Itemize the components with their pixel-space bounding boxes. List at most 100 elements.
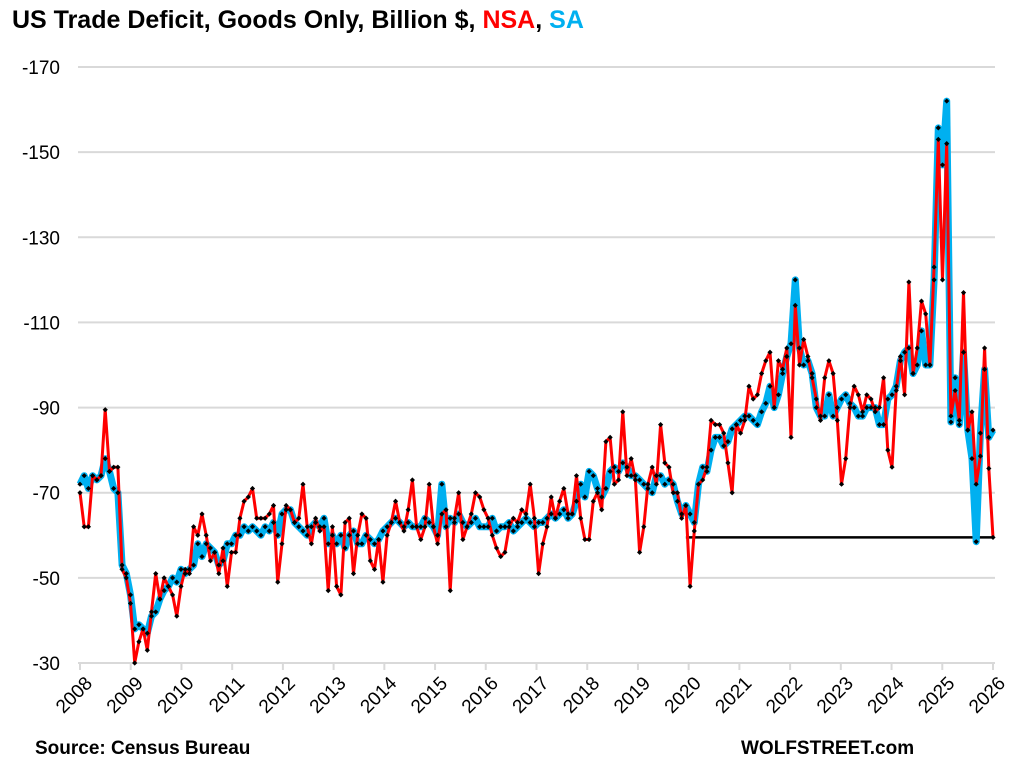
- data-point-sa: [148, 613, 155, 619]
- data-point-nsa: [270, 502, 277, 509]
- data-point-sa: [237, 532, 243, 538]
- data-point-sa: [809, 370, 815, 377]
- data-point-nsa: [291, 519, 298, 526]
- data-point-sa: [523, 515, 529, 521]
- data-point-nsa: [565, 511, 571, 517]
- data-point-sa: [472, 515, 479, 521]
- data-point-nsa: [245, 494, 251, 500]
- x-tick-label: 2022: [762, 673, 807, 718]
- data-point-sa: [687, 511, 693, 517]
- data-point-sa: [456, 511, 462, 517]
- data-point-sa: [864, 404, 870, 411]
- data-point-sa: [270, 519, 277, 526]
- data-point-nsa: [805, 353, 811, 360]
- data-point-nsa: [708, 417, 714, 423]
- data-point-sa: [384, 524, 390, 530]
- data-point-sa: [620, 460, 626, 466]
- data-point-sa: [662, 481, 668, 487]
- data-point-nsa: [388, 519, 394, 526]
- data-point-sa: [519, 519, 525, 526]
- data-point-nsa: [700, 477, 706, 483]
- x-tick-label: 2012: [255, 673, 300, 718]
- data-point-sa: [746, 413, 752, 419]
- data-point-sa: [371, 541, 378, 547]
- data-point-sa: [843, 392, 849, 398]
- data-point-nsa: [153, 571, 159, 577]
- data-point-nsa: [683, 502, 689, 509]
- data-point-nsa: [620, 409, 626, 415]
- data-point-sa: [304, 532, 310, 538]
- data-point-sa: [224, 541, 230, 547]
- x-tick-label: 2008: [52, 673, 97, 718]
- data-point-sa: [948, 419, 954, 425]
- data-point-sa: [460, 519, 466, 526]
- data-point-sa: [868, 404, 874, 411]
- data-point-sa: [123, 571, 129, 577]
- data-point-nsa: [119, 566, 125, 572]
- data-point-sa: [540, 519, 546, 526]
- x-tick-label: 2011: [205, 673, 249, 717]
- data-point-nsa: [300, 481, 306, 487]
- data-point-nsa: [771, 404, 777, 411]
- data-point-nsa: [190, 524, 197, 530]
- title-separator: ,: [535, 6, 550, 34]
- x-tick-label: 2025: [914, 673, 959, 718]
- data-point-nsa: [380, 579, 386, 585]
- data-point-nsa: [359, 511, 365, 517]
- data-point-nsa: [716, 422, 723, 428]
- data-point-nsa: [784, 345, 790, 351]
- data-point-nsa: [981, 345, 988, 351]
- y-tick-label: -130: [22, 228, 60, 249]
- data-point-sa: [615, 468, 622, 475]
- data-point-nsa: [855, 392, 861, 398]
- data-point-nsa: [864, 392, 870, 398]
- data-point-nsa: [872, 409, 878, 415]
- data-point-sa: [679, 511, 685, 517]
- data-point-nsa: [847, 404, 853, 411]
- data-point-nsa: [952, 387, 958, 394]
- x-tick-label: 2020: [661, 673, 706, 718]
- data-point-sa: [775, 392, 782, 398]
- data-point-nsa: [548, 494, 554, 500]
- data-point-nsa: [212, 549, 218, 555]
- data-point-nsa: [493, 545, 500, 551]
- data-point-nsa: [557, 498, 563, 504]
- data-point-nsa: [658, 422, 664, 428]
- data-point-nsa: [881, 375, 887, 381]
- data-point-nsa: [611, 481, 617, 487]
- data-point-sa: [468, 519, 474, 526]
- data-point-nsa: [422, 524, 428, 530]
- data-point-sa: [359, 541, 365, 547]
- data-point-sa: [249, 524, 256, 530]
- data-point-nsa: [157, 596, 163, 602]
- data-point-nsa: [801, 336, 807, 343]
- data-point-sa: [220, 558, 226, 564]
- data-point-nsa: [813, 396, 819, 402]
- data-point-nsa: [94, 477, 100, 483]
- data-point-sa: [422, 515, 428, 521]
- data-point-nsa: [649, 464, 655, 470]
- data-point-sa: [245, 528, 251, 534]
- data-point-sa: [923, 362, 929, 368]
- data-point-nsa: [350, 571, 357, 577]
- data-point-nsa: [325, 588, 331, 594]
- data-point-sa: [817, 413, 824, 419]
- data-point-sa: [325, 541, 331, 547]
- data-point-sa: [721, 443, 727, 449]
- data-point-sa: [813, 404, 819, 411]
- y-tick-label: -90: [33, 399, 60, 420]
- y-tick-label: -30: [33, 654, 60, 675]
- data-point-sa: [510, 528, 516, 534]
- data-point-sa: [136, 622, 142, 628]
- x-tick-label: 2016: [458, 673, 503, 718]
- data-point-nsa: [447, 588, 453, 594]
- data-point-sa: [380, 528, 386, 534]
- data-point-sa: [279, 511, 285, 517]
- data-point-nsa: [746, 383, 752, 389]
- data-point-sa: [296, 524, 302, 530]
- x-tick-label: 2014: [357, 673, 402, 718]
- data-point-sa: [119, 562, 125, 568]
- data-point-nsa: [851, 383, 857, 389]
- data-point-nsa: [376, 536, 382, 543]
- data-point-sa: [944, 98, 950, 104]
